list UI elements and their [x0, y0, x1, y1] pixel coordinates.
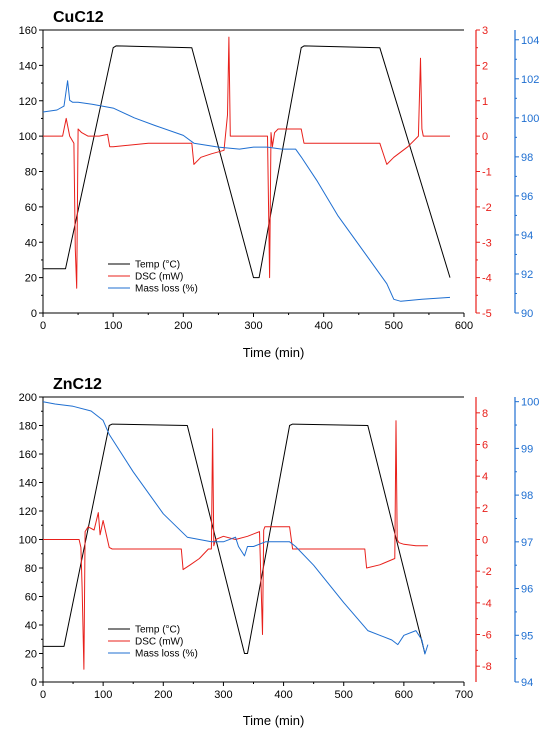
left-tick-label: 20	[25, 273, 37, 285]
x-tick-label: 600	[455, 320, 473, 332]
mass-axis-tick-label: 95	[521, 630, 533, 642]
dsc-axis-tick-label: -4	[482, 273, 492, 285]
mass-series-line	[42, 401, 429, 655]
dsc-axis-tick-label: -2	[482, 566, 492, 578]
left-tick-label: 60	[25, 202, 37, 214]
left-tick-label: 0	[31, 677, 37, 689]
x-tick-label: 200	[174, 320, 192, 332]
x-tick-label: 100	[94, 689, 112, 701]
mass-axis-tick-label: 97	[521, 537, 533, 549]
left-tick-label: 140	[19, 60, 37, 72]
temp-series-line	[43, 45, 451, 279]
left-tick-label: 140	[19, 478, 37, 490]
dsc-axis-tick-label: 2	[482, 503, 488, 515]
mass-axis-tick-label: 102	[521, 74, 539, 86]
dsc-series-line	[43, 420, 428, 670]
left-tick-label: 0	[31, 308, 37, 320]
x-tick-label: 200	[154, 689, 172, 701]
left-tick-label: 160	[19, 449, 37, 461]
dsc-axis-tick-label: -4	[482, 598, 492, 610]
dsc-axis-tick-label: 4	[482, 471, 488, 483]
mass-axis-tick-label: 98	[521, 152, 533, 164]
left-tick-label: 60	[25, 592, 37, 604]
mass-axis-tick-label: 94	[521, 677, 533, 689]
mass-axis-tick-label: 90	[521, 308, 533, 320]
dsc-axis-tick-label: 2	[482, 60, 488, 72]
dsc-axis-tick-label: 0	[482, 535, 488, 547]
mass-axis-tick-label: 96	[521, 191, 533, 203]
legend-entry: Mass loss (%)	[135, 649, 198, 660]
legend-entry: DSC (mW)	[135, 272, 183, 283]
dsc-series-line	[43, 36, 450, 289]
mass-axis-tick-label: 98	[521, 490, 533, 502]
dsc-axis-tick-label: -5	[482, 308, 492, 320]
legend-entry: Temp (°C)	[135, 625, 180, 636]
legend-entry: Temp (°C)	[135, 260, 180, 271]
chart-title: ZnC12	[53, 376, 102, 393]
legend-entry: DSC (mW)	[135, 637, 183, 648]
left-tick-label: 80	[25, 563, 37, 575]
x-tick-label: 500	[335, 689, 353, 701]
x-tick-label: 100	[104, 320, 122, 332]
mass-axis-tick-label: 92	[521, 269, 533, 281]
x-tick-label: 400	[274, 689, 292, 701]
mass-series-line	[42, 80, 451, 302]
mass-axis-tick-label: 104	[521, 35, 539, 47]
x-tick-label: 300	[244, 320, 262, 332]
x-tick-label: 0	[40, 689, 46, 701]
x-tick-label: 500	[385, 320, 403, 332]
chart-title: CuC12	[53, 9, 104, 26]
left-tick-label: 100	[19, 131, 37, 143]
chart-panel-znc12: 0 100 200 300 400 500 600 700020406080100120140…	[19, 376, 540, 728]
dsc-axis-tick-label: 0	[482, 131, 488, 143]
dsc-axis-tick-label: -3	[482, 237, 492, 249]
mass-axis-tick-label: 99	[521, 443, 533, 455]
left-tick-label: 20	[25, 649, 37, 661]
left-tick-label: 180	[19, 421, 37, 433]
dsc-axis-tick-label: 3	[482, 25, 488, 37]
mass-axis-tick-label: 96	[521, 584, 533, 596]
left-tick-label: 80	[25, 167, 37, 179]
dsc-axis-tick-label: 6	[482, 440, 488, 452]
temp-series-line	[43, 423, 426, 654]
dsc-axis-tick-label: 8	[482, 408, 488, 420]
mass-axis-tick-label: 94	[521, 230, 533, 242]
dsc-axis-tick-label: -8	[482, 661, 492, 673]
left-tick-label: 160	[19, 25, 37, 37]
dsc-axis-tick-label: -1	[482, 167, 492, 179]
left-tick-label: 120	[19, 96, 37, 108]
left-tick-label: 40	[25, 620, 37, 632]
x-tick-label: 400	[314, 320, 332, 332]
left-tick-label: 120	[19, 506, 37, 518]
mass-axis-tick-label: 100	[521, 397, 539, 409]
x-axis-label: Time (min)	[243, 345, 305, 360]
mass-axis-tick-label: 100	[521, 113, 539, 125]
left-tick-label: 100	[19, 535, 37, 547]
dsc-axis-tick-label: -6	[482, 630, 492, 642]
x-tick-label: 600	[395, 689, 413, 701]
left-tick-label: 40	[25, 237, 37, 249]
left-tick-label: 200	[19, 392, 37, 404]
x-tick-label: 0	[40, 320, 46, 332]
legend-entry: Mass loss (%)	[135, 284, 198, 295]
dsc-axis-tick-label: -2	[482, 202, 492, 214]
chart-panel-cuc12: 0 100 200 300 400 500 600020406080100120140160…	[19, 9, 540, 360]
x-tick-label: 300	[214, 689, 232, 701]
x-tick-label: 700	[455, 689, 473, 701]
dsc-axis-tick-label: 1	[482, 96, 488, 108]
x-axis-label: Time (min)	[243, 713, 305, 728]
